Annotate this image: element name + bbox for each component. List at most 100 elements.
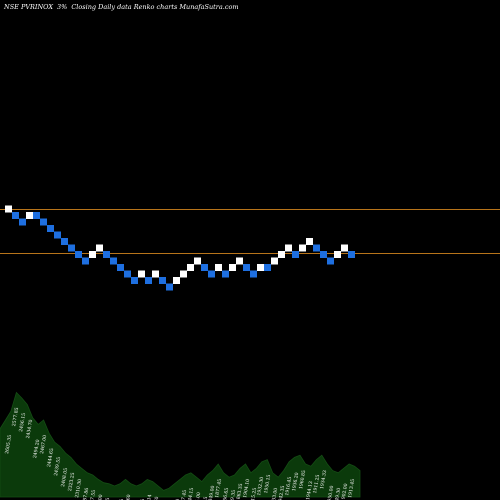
- renko-brick-down: [54, 231, 61, 239]
- volume-label: 2467.00: [39, 435, 48, 455]
- volume-label: 1866.65: [221, 487, 230, 500]
- volume-label: 1915.25: [249, 487, 258, 500]
- volume-label: 1913.45: [347, 479, 356, 499]
- volume-label: 1902.00: [340, 483, 349, 500]
- renko-brick-down: [348, 251, 355, 258]
- renko-brick-down: [61, 238, 68, 245]
- renko-brick-up: [271, 257, 278, 265]
- renko-brick-up: [187, 264, 194, 271]
- volume-label: 1936.20: [291, 472, 300, 492]
- volume-label: 2494.20: [32, 439, 41, 459]
- volume-label: 2198.00: [95, 494, 104, 500]
- volume-label: 2456.15: [18, 413, 27, 433]
- volume-label: 2605.35: [4, 435, 13, 455]
- volume-label: 1932.30: [256, 476, 265, 496]
- volume-label: 1942.35: [277, 485, 286, 500]
- renko-brick-down: [201, 264, 208, 271]
- renko-brick-down: [40, 218, 47, 226]
- volume-label: 1877.45: [179, 490, 188, 500]
- volume-label: 1960.85: [298, 470, 307, 490]
- volume-label: 1863.35: [235, 483, 244, 500]
- chart-description: Closing Daily data Renko charts MunafaSu…: [71, 3, 238, 11]
- renko-brick-down: [110, 257, 117, 265]
- renko-brick-up: [96, 244, 103, 252]
- renko-brick-down: [145, 277, 152, 284]
- volume-label: 1904.10: [242, 479, 251, 499]
- renko-brick-down: [243, 264, 250, 271]
- renko-bricks: [5, 205, 355, 291]
- renko-brick-down: [33, 212, 40, 219]
- renko-brick-down: [47, 225, 54, 232]
- renko-brick-up: [26, 212, 33, 219]
- renko-brick-up: [215, 264, 222, 271]
- renko-brick-down: [131, 277, 138, 284]
- change-label: 3%: [57, 3, 67, 11]
- volume-label: 2287.86: [81, 487, 90, 500]
- volume-label: 1887.80: [172, 498, 181, 500]
- renko-brick-up: [180, 270, 187, 278]
- renko-brick-up: [299, 244, 306, 252]
- renko-brick-up: [236, 257, 243, 265]
- renko-brick-up: [257, 264, 264, 271]
- volume-label: 1967.14: [144, 494, 153, 500]
- renko-brick-down: [264, 264, 271, 271]
- renko-brick-down: [68, 244, 75, 252]
- volume-label: 2323.25: [67, 472, 76, 492]
- volume-area: [0, 391, 361, 498]
- chart-header: NSE PVRINOX 3% Closing Daily data Renko ch…: [3, 3, 239, 11]
- volume-label: 1950.15: [263, 474, 272, 494]
- renko-brick-down: [327, 257, 334, 265]
- volume-label: 2434.70: [25, 419, 34, 439]
- volume-label: 1933.00: [270, 487, 279, 500]
- renko-brick-down: [320, 251, 327, 258]
- renko-brick-up: [138, 270, 145, 278]
- renko-brick-down: [82, 257, 89, 265]
- renko-brick-down: [159, 277, 166, 284]
- renko-brick-up: [334, 251, 341, 258]
- renko-brick-up: [152, 270, 159, 278]
- volume-label: 1849.00: [207, 485, 216, 500]
- renko-brick-down: [313, 244, 320, 252]
- volume-label: 1849.35: [228, 490, 237, 500]
- volume-label: 2307.55: [88, 490, 97, 500]
- renko-brick-up: [285, 244, 292, 252]
- renko-brick-down: [222, 270, 229, 278]
- renko-brick-down: [75, 251, 82, 258]
- volume-label: 2310.30: [74, 479, 83, 499]
- volume-label: 1911.25: [312, 474, 321, 494]
- volume-label: 1862.45: [200, 496, 209, 500]
- renko-brick-up: [229, 264, 236, 271]
- volume-label: 2444.65: [46, 448, 55, 468]
- renko-brick-up: [173, 277, 180, 284]
- volume-labels: 2605.35 2577.852456.152434.702494.202467.…: [4, 407, 356, 500]
- renko-brick-up: [341, 244, 348, 252]
- volume-label: 2408.05: [60, 468, 69, 488]
- renko-brick-up: [89, 251, 96, 258]
- volume-label: 1877.45: [214, 479, 223, 499]
- volume-label: 1950.00: [326, 485, 335, 500]
- volume-label: 1949.30: [333, 487, 342, 500]
- renko-brick-down: [117, 264, 124, 271]
- volume-label: 1921.60: [151, 496, 160, 500]
- renko-brick-down: [19, 218, 26, 226]
- volume-label: 1944.35: [137, 498, 146, 500]
- renko-brick-down: [292, 251, 299, 258]
- renko-brick-down: [103, 251, 110, 258]
- renko-brick-up: [194, 257, 201, 265]
- volume-label: 2439.55: [53, 457, 62, 477]
- renko-brick-down: [250, 270, 257, 278]
- volume-label: 2160.05: [102, 497, 111, 500]
- renko-brick-up: [306, 238, 313, 245]
- volume-label: 1845.00: [193, 492, 202, 500]
- renko-brick-down: [124, 270, 131, 278]
- volume-label: 1954.60: [123, 494, 132, 500]
- renko-brick-up: [5, 205, 12, 213]
- volume-label: 2049.35: [116, 498, 125, 500]
- volume-label: 1844.15: [186, 487, 195, 500]
- volume-label: 2577.85: [11, 407, 20, 427]
- volume-label: 1916.45: [284, 476, 293, 496]
- volume-label: 1934.33: [319, 470, 328, 490]
- ticker-label: NSE PVRINOX: [3, 3, 53, 11]
- renko-brick-down: [12, 212, 19, 219]
